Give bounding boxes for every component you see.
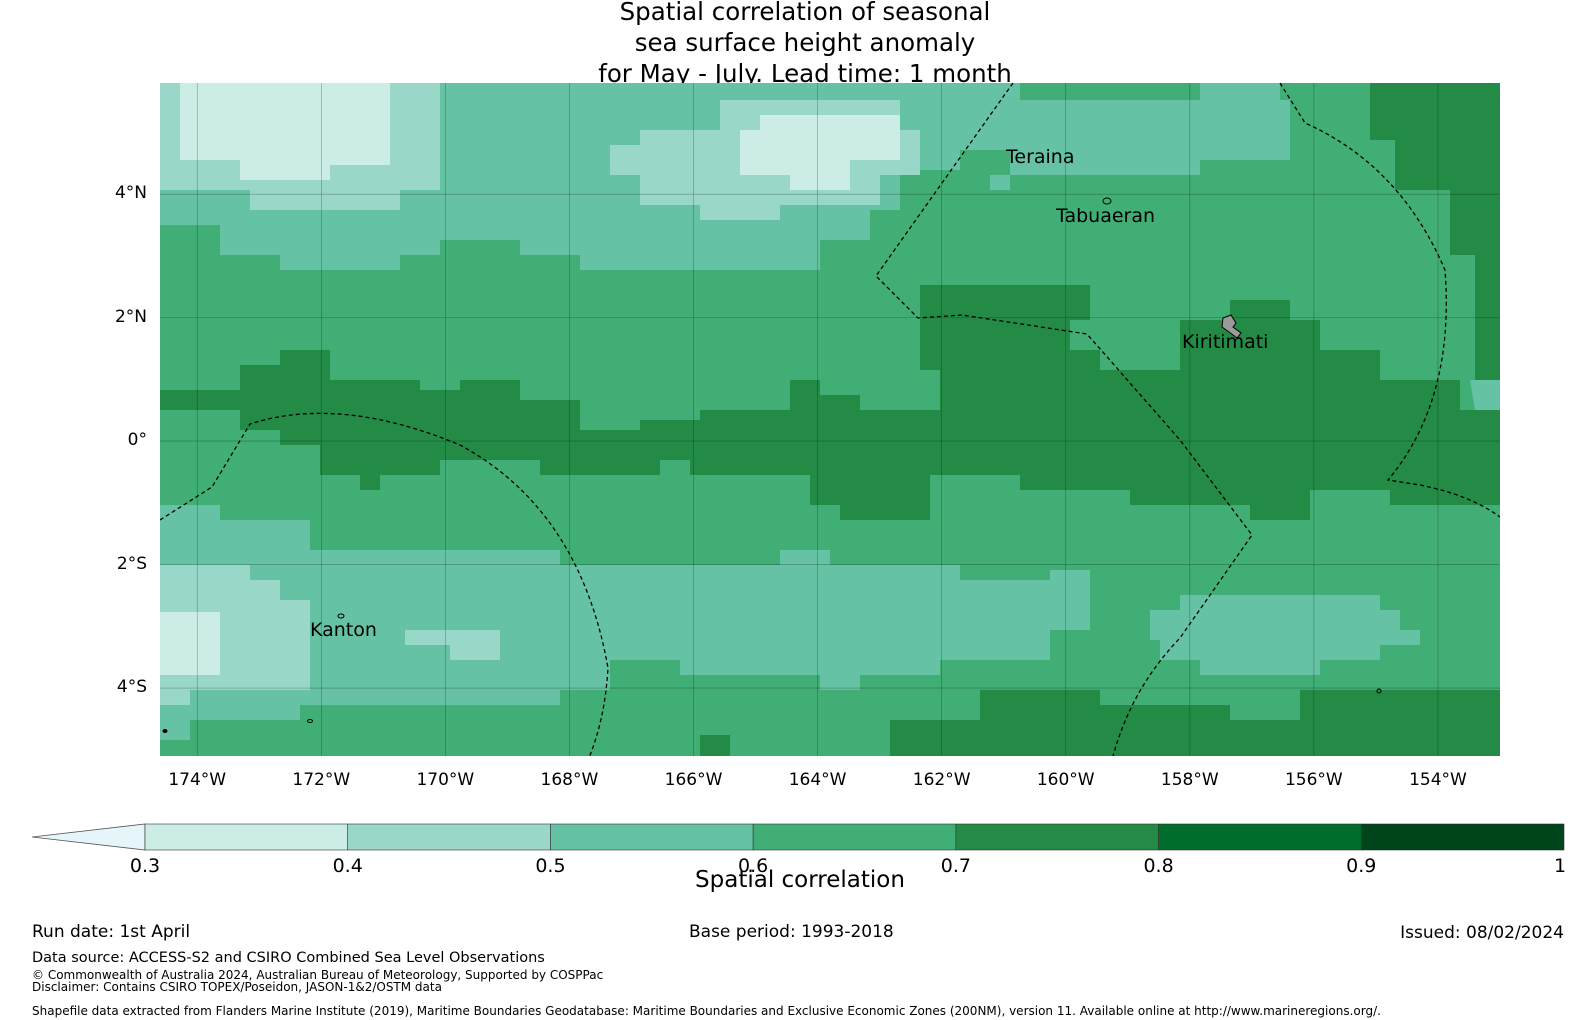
eez-boundaries: [160, 83, 1500, 756]
colorbar-tick-label: 0.4: [332, 855, 363, 877]
field-band-north-east: [990, 83, 1290, 190]
field-light-s-patch: [405, 630, 500, 660]
x-tick-label: 168°W: [540, 770, 599, 790]
base-period: Base period: 1993-2018: [689, 922, 894, 942]
kanton-island-shape: [337, 613, 345, 619]
colorbar-tick-label: 0.6: [738, 855, 769, 877]
colorbar-tick-label: 0.3: [129, 855, 161, 877]
x-tick-label: 158°W: [1160, 770, 1219, 790]
colorbar-tick-label: 0.5: [535, 855, 566, 877]
run-date: Run date: 1st April: [32, 922, 191, 942]
field-dark-equator: [160, 285, 1500, 520]
x-tick-label: 174°W: [168, 770, 227, 790]
colorbar-swatch: [752, 823, 957, 851]
field-lightest-sw: [160, 612, 220, 675]
y-tick-label: 4°N: [114, 183, 147, 204]
colorbar-swatch: [1158, 823, 1362, 851]
eez-boundary-line-islands: [875, 83, 1253, 756]
x-tick-label: 156°W: [1284, 770, 1343, 790]
map-field: [160, 83, 1500, 756]
x-tick-label: 166°W: [664, 770, 723, 790]
small-island-shape: [307, 719, 313, 723]
x-tick-label: 172°W: [292, 770, 351, 790]
place-label-teraina: Teraina: [1006, 146, 1075, 168]
colorbar-tick-label: 0.8: [1143, 855, 1174, 877]
x-tick-label: 170°W: [416, 770, 475, 790]
title-line-2: sea surface height anomaly: [634, 28, 976, 57]
colorbar-swatches: [31, 823, 1565, 851]
small-island-shape-w: [162, 729, 168, 733]
x-tick-label: 154°W: [1409, 770, 1467, 790]
colorbar-swatch: [955, 823, 1159, 851]
colorbar-swatch: [144, 823, 349, 851]
field-dark-s-patch: [700, 735, 730, 756]
field-light-se: [1150, 595, 1420, 675]
title-line-1: Spatial correlation of seasonal: [619, 0, 991, 26]
correlation-map: [160, 83, 1500, 756]
colorbar-tick-label: 0.9: [1346, 855, 1377, 877]
tabuaeran-island-shape: [1102, 197, 1112, 205]
field-dark-ne: [1370, 83, 1500, 380]
kiritimati-island-shape: [1221, 314, 1242, 339]
issued-date: Issued: 08/02/2024: [1400, 923, 1564, 943]
place-label-tabuaeran: Tabuaeran: [1056, 205, 1156, 227]
data-source: Data source: ACCESS-S2 and CSIRO Combine…: [32, 950, 545, 966]
eez-boundary-east: [1279, 83, 1500, 518]
colorbar-tick-label: 1: [1553, 855, 1567, 877]
field-lightest-nw: [180, 83, 390, 180]
place-label-kiritimati: Kiritimati: [1182, 331, 1269, 353]
y-tick-label: 4°S: [116, 677, 147, 698]
colorbar-swatch: [550, 823, 754, 851]
islands: [162, 197, 1382, 733]
x-tick-label: 162°W: [912, 770, 971, 790]
colorbar-extend-min: [31, 823, 146, 851]
map-gridlines: [160, 83, 1500, 756]
copyright: © Commonwealth of Australia 2024, Austra…: [32, 968, 604, 982]
field-lightest-n: [740, 115, 900, 190]
x-tick-label: 164°W: [788, 770, 847, 790]
disclaimer: Disclaimer: Contains CSIRO TOPEX/Poseido…: [32, 980, 442, 994]
colorbar-tick-label: 0.7: [940, 855, 971, 877]
field-band-south: [160, 505, 1090, 740]
colorbar-swatch: [1360, 823, 1565, 851]
field-dark-se: [890, 690, 1500, 756]
shapefile-credit: Shapefile data extracted from Flanders M…: [32, 1004, 1381, 1018]
field-light-e-patch: [1470, 380, 1500, 410]
y-tick-label: 2°N: [114, 306, 147, 327]
eez-boundary-kanton: [160, 412, 609, 756]
x-tick-label: 160°W: [1036, 770, 1095, 790]
small-island-shape-e: [1376, 688, 1382, 694]
colorbar-swatch: [347, 823, 551, 851]
y-tick-label: 2°S: [116, 553, 147, 574]
colorbar-label: Spatial correlation: [695, 867, 905, 893]
place-label-kanton: Kanton: [310, 619, 377, 641]
y-tick-label: 0°: [127, 430, 147, 451]
